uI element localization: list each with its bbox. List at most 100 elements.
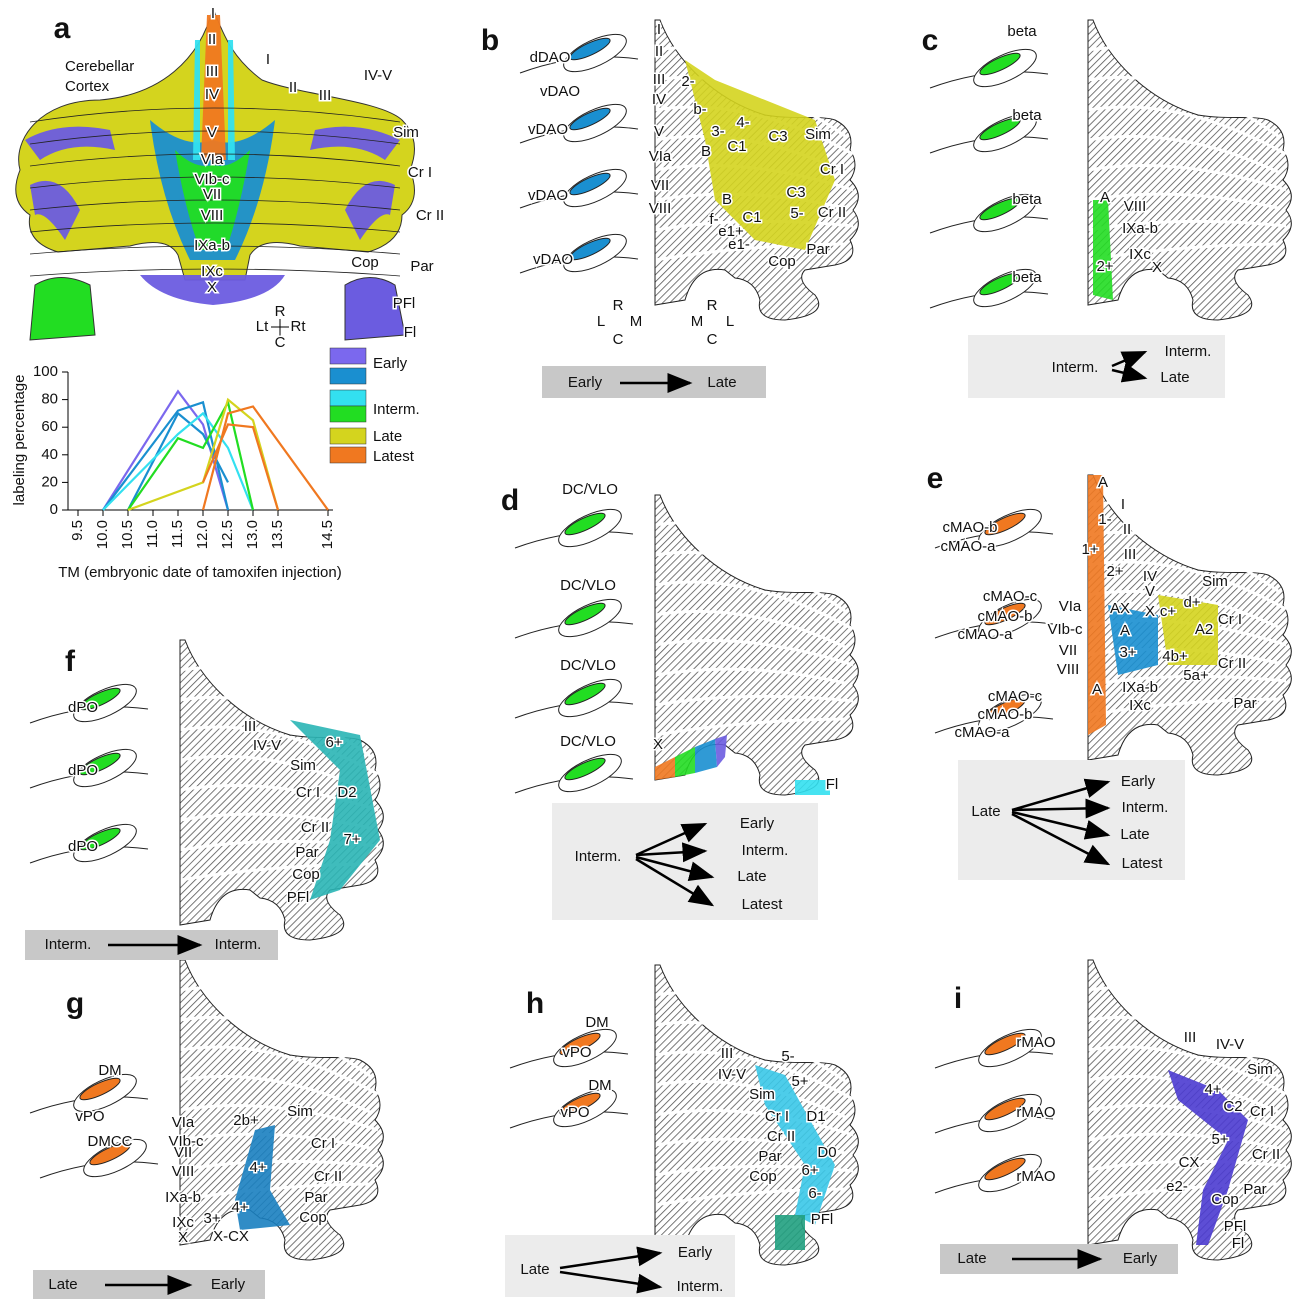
region-label: e1- <box>728 236 750 253</box>
legend-label: Interm. <box>373 401 420 418</box>
region-label: III <box>721 1045 734 1062</box>
flow-target: Late <box>1160 369 1189 386</box>
region-label: c+ <box>1160 603 1177 620</box>
region-label: Cop <box>1211 1191 1239 1208</box>
x-tick-label: 9.5 <box>69 520 86 541</box>
line-chart: labeling percentage TM (embryonic date o… <box>11 348 420 581</box>
flow-target: Early <box>740 815 775 832</box>
cerebellum-map <box>655 495 858 795</box>
legend-swatch <box>330 368 366 384</box>
x-tick-label: 13.5 <box>269 520 286 549</box>
region-label: D1 <box>806 1108 825 1125</box>
region-label: I <box>211 5 215 22</box>
region-label: Par <box>295 844 318 861</box>
region-label: 5- <box>781 1048 794 1065</box>
region-label: Cr I <box>820 161 844 178</box>
region-label: cMAO-b <box>977 608 1032 625</box>
region-label: 6+ <box>325 734 342 751</box>
region-label: IV-V <box>253 737 281 754</box>
region-label: C <box>707 331 718 348</box>
region-label: VIa <box>649 148 672 165</box>
panel-letter: b <box>481 24 499 57</box>
region-label: Rt <box>291 318 307 335</box>
region-label: 1+ <box>1081 541 1098 558</box>
region-label: vDAO <box>533 251 573 268</box>
region-label: DC/VLO <box>560 657 616 674</box>
y-tick-label: 80 <box>41 391 58 408</box>
region-label: R <box>275 303 286 320</box>
outline <box>1088 20 1291 320</box>
panel-letter: i <box>954 982 962 1015</box>
flow-source: Late <box>520 1261 549 1278</box>
region-label: Cop <box>292 866 320 883</box>
series-line <box>103 413 253 510</box>
region-label: III <box>653 71 666 88</box>
region-label: C3 <box>786 184 805 201</box>
region-label: DM <box>98 1062 121 1079</box>
legend-swatch <box>330 406 366 422</box>
region-label: II <box>208 31 216 48</box>
x-tick-label: 11.0 <box>144 520 161 548</box>
region-label: II <box>1123 521 1131 538</box>
legend-swatch <box>330 428 366 444</box>
region-label: VIb-c <box>1047 621 1083 638</box>
region-label: Par <box>806 241 829 258</box>
cerebellum-map <box>1088 20 1291 320</box>
region-label: VII <box>651 177 669 194</box>
region-label: 2b+ <box>233 1112 259 1129</box>
region-label: cMAO-a <box>940 538 996 555</box>
y-axis-label: labeling percentage <box>11 375 28 506</box>
region-label: C1 <box>742 209 761 226</box>
region-label: C3 <box>768 128 787 145</box>
x-tick-label: 12.5 <box>219 520 236 549</box>
region-label: f- <box>709 211 718 228</box>
region-label: PFl <box>811 1211 834 1228</box>
region-label: I <box>657 21 661 38</box>
outline <box>655 495 858 795</box>
region-label: 3+ <box>1119 644 1136 661</box>
region-label: Cr I <box>296 784 320 801</box>
flow-target: Late <box>737 868 766 885</box>
region-label: CX <box>1179 1154 1200 1171</box>
region-label: 3+ <box>203 1210 220 1227</box>
region-label: A2 <box>1195 621 1213 638</box>
flow-source: Late <box>957 1250 986 1267</box>
region-label: Sim <box>1202 573 1228 590</box>
region-label: 1- <box>1098 511 1111 528</box>
region-label: III <box>1184 1029 1197 1046</box>
flow-source: Late <box>971 803 1000 820</box>
region-label: I <box>1121 496 1125 513</box>
region-label: cMAO-a <box>954 724 1010 741</box>
region-label: cMAO-b <box>942 519 997 536</box>
flow-source: Interm. <box>1052 359 1099 376</box>
region-label: beta <box>1012 107 1042 124</box>
region-label: Cop <box>299 1209 327 1226</box>
region-label: IXa-b <box>1122 220 1158 237</box>
region-label: X-CX <box>213 1228 249 1245</box>
region-label: Lt <box>256 318 269 335</box>
region-label: IV <box>652 91 666 108</box>
region-label: VII <box>174 1144 192 1161</box>
region-label: Cr II <box>301 819 329 836</box>
x-axis-label: TM (embryonic date of tamoxifen injectio… <box>58 564 341 581</box>
region-label: V <box>207 124 217 141</box>
paraflocculus <box>30 278 95 341</box>
region-label: IXc <box>1129 246 1151 263</box>
region-label: A <box>1100 189 1110 206</box>
region-label: Cr I <box>311 1135 335 1152</box>
region-label: X <box>1152 259 1162 276</box>
region-label: Cr II <box>1218 655 1246 672</box>
series-line <box>128 400 278 510</box>
region-label: 7+ <box>343 831 360 848</box>
y-tick-label: 20 <box>41 473 58 490</box>
region-label: 2+ <box>1096 258 1113 275</box>
region-label: VIII <box>172 1163 195 1180</box>
region-label: III <box>206 63 219 80</box>
region-label: cMAO-b <box>977 706 1032 723</box>
figure: labeling percentage TM (embryonic date o… <box>0 0 1292 1299</box>
cerebellum-map <box>1088 475 1291 775</box>
region-label: IV-V <box>718 1066 746 1083</box>
region-label: cMAO-c <box>988 688 1043 705</box>
panel-letter: h <box>526 987 544 1020</box>
region-label: Cr II <box>416 207 444 224</box>
